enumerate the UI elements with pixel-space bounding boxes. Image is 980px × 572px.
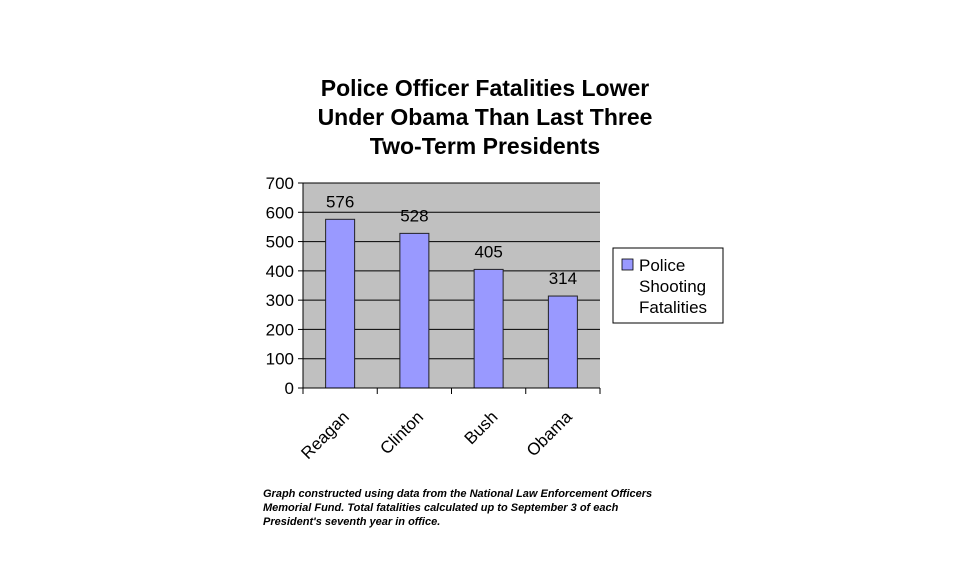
legend-label-line-3: Fatalities	[639, 298, 707, 317]
y-tick-label: 0	[285, 379, 294, 398]
legend-swatch	[621, 258, 634, 271]
data-label: 314	[549, 269, 577, 288]
footnote-line-3: President's seventh year in office.	[263, 516, 440, 528]
bar-obama	[547, 295, 578, 389]
title-line-1: Police Officer Fatalities Lower	[321, 75, 650, 101]
footnote: Graph constructed using data from the Na…	[263, 488, 652, 528]
y-tick-label: 700	[266, 174, 294, 193]
y-tick-label: 300	[266, 291, 294, 310]
x-category-label: Reagan	[297, 407, 353, 463]
y-tick-label: 500	[266, 233, 294, 252]
bar-bush	[473, 268, 504, 389]
data-label: 576	[326, 192, 354, 211]
x-category-label: Obama	[523, 407, 576, 460]
data-label: 405	[474, 242, 502, 261]
legend: Police Shooting Fatalities	[612, 247, 724, 324]
title-line-2: Under Obama Than Last Three	[318, 104, 653, 130]
bar-reagan	[325, 218, 356, 389]
legend-label-line-2: Shooting	[639, 277, 706, 296]
x-category-label: Bush	[461, 407, 502, 448]
y-tick-label: 600	[266, 203, 294, 222]
footnote-line-1: Graph constructed using data from the Na…	[263, 488, 652, 500]
y-tick-label: 400	[266, 262, 294, 281]
x-category-label: Clinton	[376, 407, 427, 458]
title-line-3: Two-Term Presidents	[370, 133, 600, 159]
legend-label-line-1: Police	[639, 256, 685, 275]
data-label: 528	[400, 206, 428, 225]
footnote-line-2: Memorial Fund. Total fatalities calculat…	[263, 502, 619, 514]
chart-title: Police Officer Fatalities Lower Under Ob…	[318, 75, 653, 159]
bar-clinton	[399, 232, 430, 389]
y-tick-label: 100	[266, 350, 294, 369]
y-tick-label: 200	[266, 320, 294, 339]
